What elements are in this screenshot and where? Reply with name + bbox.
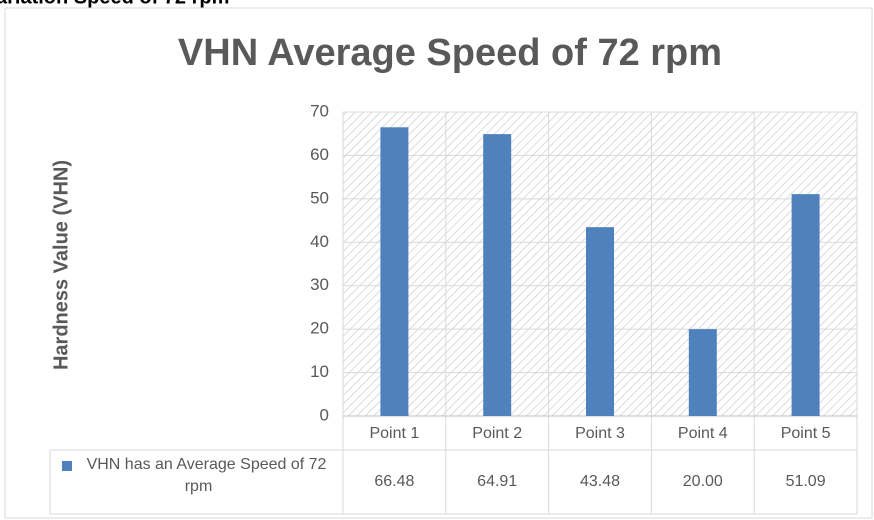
x-tick-label: Point 5 (781, 425, 831, 442)
bar (586, 227, 614, 416)
legend-label: VHN has an Average Speed of 72 rpm (86, 456, 327, 495)
page-heading: ariation Speed of 72 rpm (0, 0, 229, 8)
data-table-value: 43.48 (580, 473, 620, 490)
x-tick-label: Point 1 (369, 425, 419, 442)
data-table-value: 20.00 (683, 473, 723, 490)
data-table-value: 64.91 (477, 473, 517, 490)
y-tick-label: 0 (320, 405, 329, 424)
y-tick-label: 20 (310, 319, 329, 338)
data-table-value: 66.48 (374, 473, 414, 490)
legend-entry-box: VHN has an Average Speed of 72 rpm (86, 456, 327, 495)
y-tick-label: 10 (310, 362, 329, 381)
bar (483, 134, 512, 416)
chart-border (4, 7, 873, 519)
bar (380, 127, 409, 416)
data-table-value: 51.09 (786, 473, 826, 490)
y-axis-label: Hardness Value (VHN) (50, 160, 72, 370)
x-tick-label: Point 2 (472, 425, 522, 442)
y-tick-label: 50 (310, 188, 329, 207)
y-tick-label: 30 (310, 275, 329, 294)
y-tick-label: 60 (310, 145, 329, 164)
y-tick-label: 70 (310, 101, 329, 120)
x-tick-label: Point 3 (575, 425, 625, 442)
bar (688, 329, 717, 416)
chart-title: VHN Average Speed of 72 rpm (178, 32, 722, 74)
legend-swatch (62, 461, 72, 471)
y-tick-label: 40 (310, 232, 329, 251)
x-tick-label: Point 4 (678, 425, 728, 442)
bar (791, 194, 820, 416)
